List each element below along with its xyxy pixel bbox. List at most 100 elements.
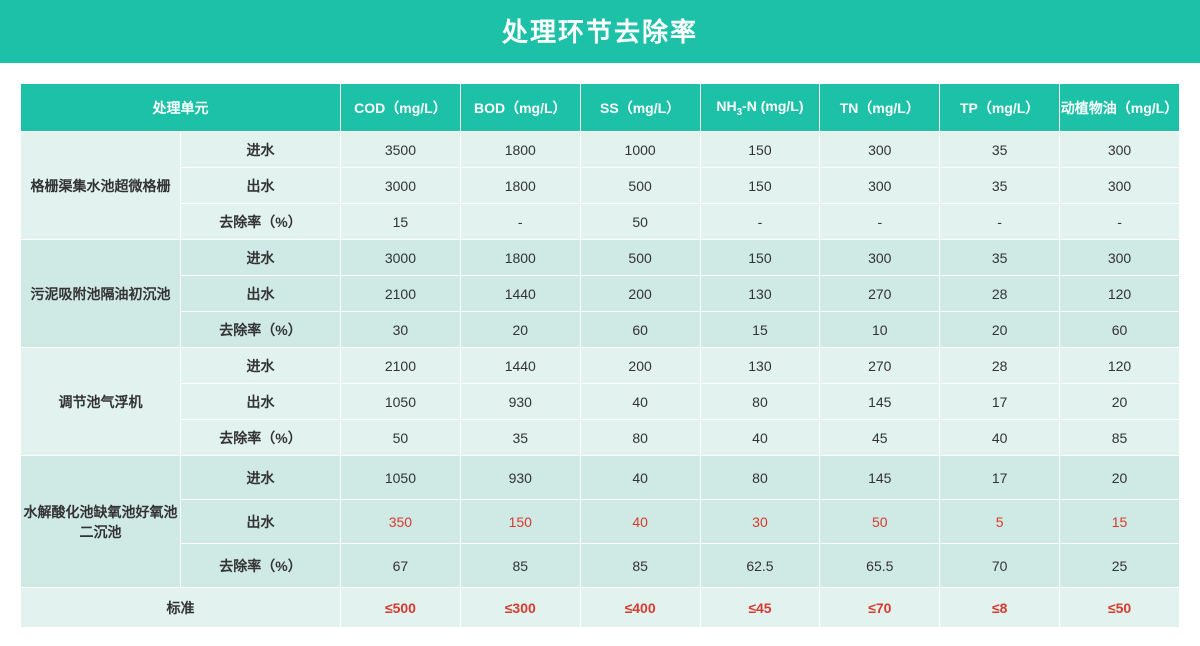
row-label: 出水 <box>181 168 341 204</box>
data-cell: 85 <box>460 544 580 588</box>
data-cell: 1050 <box>341 384 461 420</box>
data-cell: 350 <box>341 500 461 544</box>
data-cell: 15 <box>700 312 820 348</box>
data-cell: 20 <box>940 312 1060 348</box>
data-cell: 80 <box>700 456 820 500</box>
data-cell: 65.5 <box>820 544 940 588</box>
table-row: 去除率（%）50358040454085 <box>21 420 1180 456</box>
table-row: 格栅渠集水池超微格栅进水35001800100015030035300 <box>21 132 1180 168</box>
data-cell: 150 <box>700 240 820 276</box>
data-cell: - <box>820 204 940 240</box>
data-cell: 130 <box>700 276 820 312</box>
data-cell: 40 <box>580 500 700 544</box>
data-cell: 17 <box>940 456 1060 500</box>
row-label: 出水 <box>181 500 341 544</box>
data-cell: 1000 <box>580 132 700 168</box>
data-cell: 1050 <box>341 456 461 500</box>
data-cell: 130 <box>700 348 820 384</box>
data-cell: 40 <box>580 384 700 420</box>
data-cell: ≤45 <box>700 588 820 628</box>
row-label: 去除率（%） <box>181 544 341 588</box>
table-row: 调节池气浮机进水2100144020013027028120 <box>21 348 1180 384</box>
data-cell: 45 <box>820 420 940 456</box>
data-cell: ≤8 <box>940 588 1060 628</box>
unit-name-cell: 格栅渠集水池超微格栅 <box>21 132 181 240</box>
data-cell: - <box>700 204 820 240</box>
data-cell: 60 <box>1060 312 1180 348</box>
data-cell: 35 <box>940 132 1060 168</box>
col-header: SS（mg/L） <box>580 84 700 132</box>
row-label: 进水 <box>181 132 341 168</box>
unit-name-cell: 水解酸化池缺氧池好氧池二沉池 <box>21 456 181 588</box>
data-cell: 3000 <box>341 168 461 204</box>
data-cell: 30 <box>700 500 820 544</box>
data-cell: 3000 <box>341 240 461 276</box>
data-cell: 1800 <box>460 240 580 276</box>
data-cell: 150 <box>700 168 820 204</box>
data-cell: 5 <box>940 500 1060 544</box>
data-cell: 85 <box>580 544 700 588</box>
removal-rate-table: 处理单元 COD（mg/L）BOD（mg/L）SS（mg/L）NH3-N (mg… <box>20 83 1180 628</box>
data-cell: 35 <box>940 240 1060 276</box>
data-cell: ≤70 <box>820 588 940 628</box>
data-cell: ≤500 <box>341 588 461 628</box>
data-cell: 270 <box>820 348 940 384</box>
data-cell: 15 <box>341 204 461 240</box>
data-cell: 270 <box>820 276 940 312</box>
data-cell: 85 <box>1060 420 1180 456</box>
page-title: 处理环节去除率 <box>0 0 1200 63</box>
standard-row: 标准≤500≤300≤400≤45≤70≤8≤50 <box>21 588 1180 628</box>
data-cell: 300 <box>820 168 940 204</box>
table-header: 处理单元 COD（mg/L）BOD（mg/L）SS（mg/L）NH3-N (mg… <box>21 84 1180 132</box>
data-cell: 145 <box>820 384 940 420</box>
unit-name-cell: 污泥吸附池隔油初沉池 <box>21 240 181 348</box>
data-cell: ≤400 <box>580 588 700 628</box>
data-cell: 17 <box>940 384 1060 420</box>
row-label: 进水 <box>181 456 341 500</box>
data-cell: 3500 <box>341 132 461 168</box>
data-cell: 2100 <box>341 276 461 312</box>
table-row: 出水3000180050015030035300 <box>21 168 1180 204</box>
data-cell: 62.5 <box>700 544 820 588</box>
table-row: 出水350150403050515 <box>21 500 1180 544</box>
data-cell: - <box>460 204 580 240</box>
data-cell: 35 <box>940 168 1060 204</box>
row-label: 进水 <box>181 348 341 384</box>
data-cell: 60 <box>580 312 700 348</box>
data-cell: 40 <box>700 420 820 456</box>
data-cell: 150 <box>700 132 820 168</box>
data-cell: 15 <box>1060 500 1180 544</box>
data-cell: ≤50 <box>1060 588 1180 628</box>
data-cell: 1440 <box>460 276 580 312</box>
data-cell: 300 <box>820 132 940 168</box>
data-cell: 120 <box>1060 276 1180 312</box>
row-label: 出水 <box>181 384 341 420</box>
data-cell: 120 <box>1060 348 1180 384</box>
data-cell: 300 <box>1060 240 1180 276</box>
data-cell: 50 <box>820 500 940 544</box>
data-cell: 300 <box>1060 168 1180 204</box>
data-cell: 2100 <box>341 348 461 384</box>
data-cell: 300 <box>1060 132 1180 168</box>
data-cell: 67 <box>341 544 461 588</box>
data-cell: 20 <box>1060 384 1180 420</box>
data-cell: - <box>940 204 1060 240</box>
data-cell: 10 <box>820 312 940 348</box>
data-cell: 200 <box>580 348 700 384</box>
row-label: 去除率（%） <box>181 420 341 456</box>
unit-name-cell: 调节池气浮机 <box>21 348 181 456</box>
data-cell: 145 <box>820 456 940 500</box>
data-cell: 930 <box>460 456 580 500</box>
data-cell: 40 <box>580 456 700 500</box>
data-cell: 1800 <box>460 168 580 204</box>
unit-header: 处理单元 <box>21 84 341 132</box>
data-cell: 150 <box>460 500 580 544</box>
standard-label: 标准 <box>21 588 341 628</box>
data-cell: 40 <box>940 420 1060 456</box>
data-cell: 80 <box>700 384 820 420</box>
data-cell: 35 <box>460 420 580 456</box>
table-row: 去除率（%）15-50---- <box>21 204 1180 240</box>
data-cell: 300 <box>820 240 940 276</box>
col-header: TN（mg/L） <box>820 84 940 132</box>
col-header: BOD（mg/L） <box>460 84 580 132</box>
